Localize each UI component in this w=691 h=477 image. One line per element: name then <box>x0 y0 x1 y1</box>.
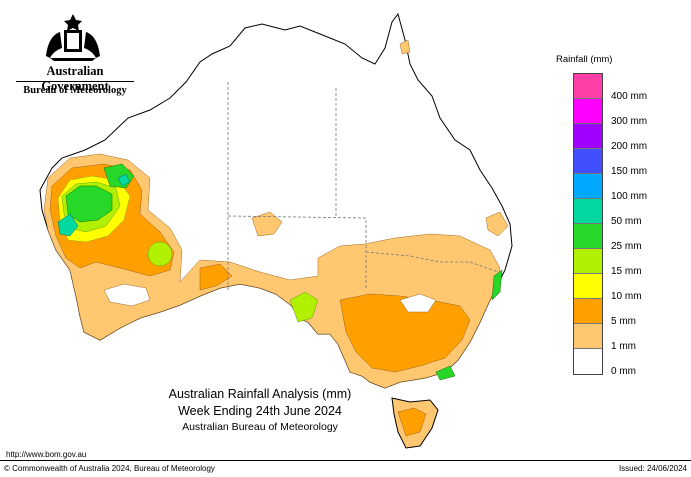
legend-swatch <box>574 124 602 149</box>
legend-swatch <box>574 99 602 124</box>
rain-25mm-coast-east <box>491 269 503 301</box>
rain-50mm-spot <box>117 173 131 187</box>
bureau-name: Bureau of Meteorology <box>23 85 127 96</box>
header-divider <box>16 81 134 82</box>
rain-15mm-blob <box>147 241 173 267</box>
legend-label: 5 mm <box>611 316 636 327</box>
legend-label: 10 mm <box>611 291 642 302</box>
legend-label: 1 mm <box>611 341 636 352</box>
legend-swatch <box>574 249 602 274</box>
rain-1mm-centre <box>251 211 283 237</box>
legend-label: 25 mm <box>611 241 642 252</box>
rain-5mm-tas <box>397 407 427 437</box>
rain-5mm-south <box>339 293 471 373</box>
legend-swatch <box>574 349 602 374</box>
legend-swatch <box>574 199 602 224</box>
legend-label: 200 mm <box>611 141 648 152</box>
legend-swatch <box>574 224 602 249</box>
legend-color-bar <box>573 73 603 375</box>
rain-0mm-wa <box>103 283 151 307</box>
rain-5mm-bight <box>199 263 233 291</box>
legend-label: 300 mm <box>611 116 648 127</box>
map-source: Australian Bureau of Meteorology <box>182 421 338 433</box>
issued-date: Issued: 24/06/2024 <box>618 464 687 473</box>
legend-label: 400 mm <box>611 91 648 102</box>
rain-50mm-west <box>57 213 79 237</box>
coat-of-arms-icon <box>46 14 100 61</box>
legend-swatch <box>574 274 602 299</box>
legend-label: 150 mm <box>611 166 648 177</box>
rain-15mm-sa <box>289 291 319 323</box>
rain-0mm-nsw <box>399 293 437 313</box>
rain-1mm-northeast <box>485 211 509 237</box>
legend-swatch <box>574 299 602 324</box>
legend-swatch <box>574 149 602 174</box>
map-subtitle: Week Ending 24th June 2024 <box>178 404 342 418</box>
rain-1mm-capeyork <box>399 39 411 55</box>
legend-swatch <box>574 324 602 349</box>
legend-label: 100 mm <box>611 191 648 202</box>
bom-url: http://www.bom.gov.au <box>6 450 87 459</box>
coat-of-arms <box>14 12 134 102</box>
legend-label: 50 mm <box>611 216 642 227</box>
legend-title: Rainfall (mm) <box>556 54 613 65</box>
government-name: Australian Government <box>41 64 109 93</box>
legend-swatch <box>574 174 602 199</box>
legend-label: 0 mm <box>611 366 636 377</box>
copyright-notice: © Commonwealth of Australia 2024, Bureau… <box>4 464 215 473</box>
footer-divider <box>0 460 691 461</box>
map-title: Australian Rainfall Analysis (mm) <box>168 387 352 401</box>
legend-label: 15 mm <box>611 266 642 277</box>
rain-25mm-vic <box>435 365 456 381</box>
legend-swatch <box>574 74 602 99</box>
state-borders <box>227 82 499 290</box>
